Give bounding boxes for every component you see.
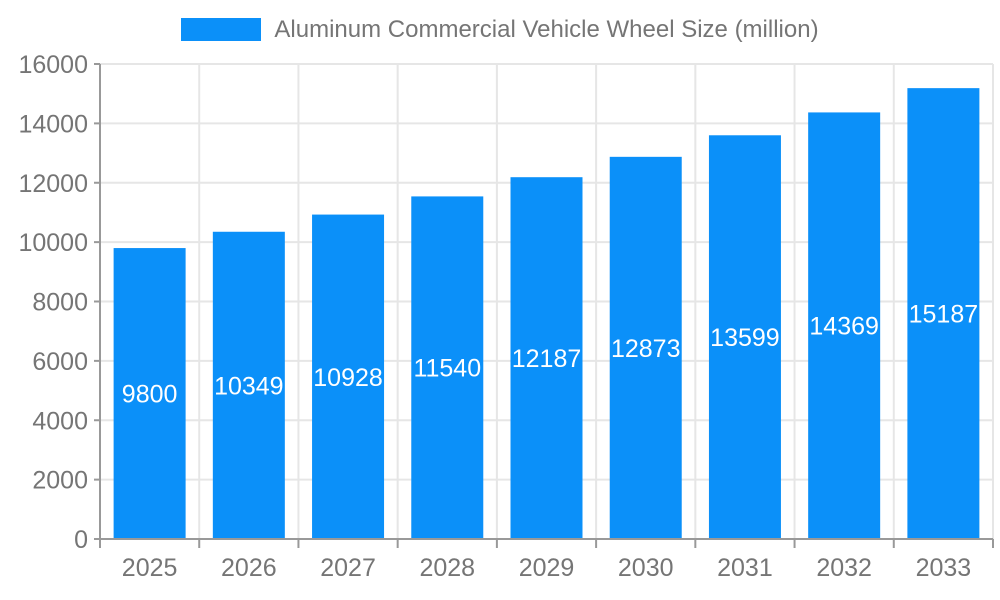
bar-2031 [708,135,781,539]
x-tick-label: 2026 [221,554,277,582]
bar-2028 [411,196,484,539]
y-tick-label: 10000 [18,229,88,257]
y-tick-label: 14000 [18,110,88,138]
legend-swatch-icon [181,18,262,41]
y-tick-label: 12000 [18,170,88,198]
x-tick-label: 2025 [122,554,178,582]
bar-value-label: 12873 [611,335,681,363]
bar-value-label: 9800 [122,381,178,409]
bar-value-label: 15187 [909,301,979,329]
bar-2026 [212,231,285,539]
bar-2032 [808,112,881,539]
bar-2025 [113,248,186,539]
bar-value-label: 14369 [809,313,879,341]
x-tick-label: 2027 [320,554,376,582]
bar-value-label: 13599 [710,324,780,352]
x-tick-label: 2033 [916,554,972,582]
x-tick-label: 2029 [519,554,575,582]
y-tick-label: 0 [74,526,88,554]
x-tick-label: 2031 [717,554,773,582]
y-tick-label: 2000 [32,467,88,495]
bar-2027 [312,214,385,539]
x-tick-label: 2028 [419,554,475,582]
y-tick-label: 6000 [32,348,88,376]
bar-2029 [510,177,583,540]
legend-label: Aluminum Commercial Vehicle Wheel Size (… [274,16,819,43]
x-tick-label: 2030 [618,554,674,582]
bar-2033 [907,88,980,540]
y-tick-label: 4000 [32,407,88,435]
y-tick-label: 16000 [18,51,88,79]
x-tick-label: 2032 [816,554,872,582]
chart-legend[interactable]: Aluminum Commercial Vehicle Wheel Size (… [0,16,1000,43]
bar-value-label: 12187 [512,345,582,373]
y-tick-label: 8000 [32,289,88,317]
bar-2030 [609,156,682,539]
bar-value-label: 10349 [214,372,284,400]
bar-value-label: 11540 [413,355,481,383]
bar-value-label: 10928 [313,364,383,392]
